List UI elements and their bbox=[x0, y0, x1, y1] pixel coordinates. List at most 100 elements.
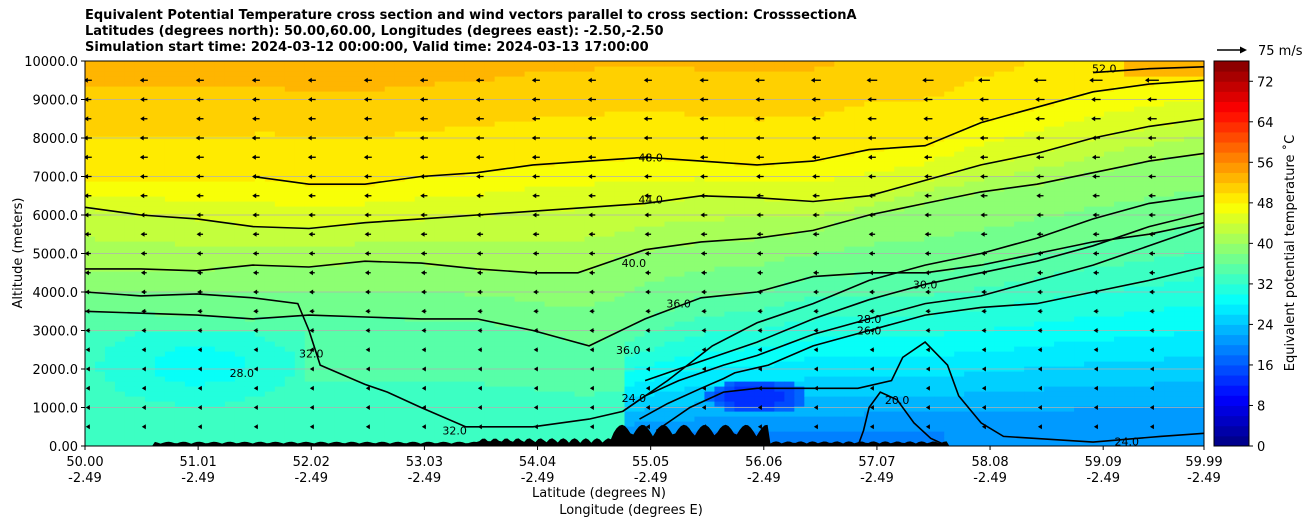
field-cell bbox=[654, 396, 666, 402]
field-cell bbox=[254, 286, 266, 292]
field-cell bbox=[534, 211, 546, 217]
field-cell bbox=[104, 141, 116, 147]
field-cell bbox=[174, 426, 186, 432]
field-cell bbox=[434, 126, 446, 132]
field-cell bbox=[504, 266, 516, 272]
field-cell bbox=[234, 351, 246, 357]
field-cell bbox=[534, 106, 546, 112]
field-cell bbox=[184, 121, 196, 127]
field-cell bbox=[184, 146, 196, 152]
field-cell bbox=[684, 266, 696, 272]
field-cell bbox=[214, 296, 226, 302]
field-cell bbox=[204, 176, 216, 182]
field-cell bbox=[604, 141, 616, 147]
field-cell bbox=[294, 316, 306, 322]
field-cell bbox=[294, 96, 306, 102]
field-cell bbox=[354, 201, 366, 207]
field-cell bbox=[264, 401, 276, 407]
field-cell bbox=[564, 101, 576, 107]
field-cell bbox=[494, 231, 506, 237]
field-cell bbox=[594, 71, 606, 77]
field-cell bbox=[574, 191, 586, 197]
field-cell bbox=[484, 426, 496, 432]
field-cell bbox=[314, 76, 326, 82]
field-cell bbox=[364, 101, 376, 107]
field-cell bbox=[434, 96, 446, 102]
field-cell bbox=[484, 291, 496, 297]
field-cell bbox=[694, 336, 706, 342]
field-cell bbox=[584, 166, 596, 172]
field-cell bbox=[244, 361, 256, 367]
field-cell bbox=[224, 266, 236, 272]
field-cell bbox=[424, 136, 436, 142]
field-cell bbox=[724, 416, 736, 422]
field-cell bbox=[554, 246, 566, 252]
field-cell bbox=[674, 336, 686, 342]
field-cell bbox=[444, 136, 456, 142]
field-cell bbox=[104, 166, 116, 172]
field-cell bbox=[144, 176, 156, 182]
field-cell bbox=[564, 401, 576, 407]
field-cell bbox=[144, 116, 156, 122]
field-cell bbox=[434, 76, 446, 82]
field-cell bbox=[514, 106, 526, 112]
field-cell bbox=[724, 406, 736, 412]
field-cell bbox=[354, 236, 366, 242]
field-cell bbox=[114, 356, 126, 362]
field-cell bbox=[574, 436, 586, 442]
field-cell bbox=[714, 416, 726, 422]
field-cell bbox=[564, 271, 576, 277]
field-cell bbox=[404, 396, 416, 402]
field-cell bbox=[634, 281, 646, 287]
field-cell bbox=[484, 391, 496, 397]
field-cell bbox=[224, 411, 236, 417]
field-cell bbox=[154, 66, 166, 72]
field-cell bbox=[414, 121, 426, 127]
field-cell bbox=[414, 111, 426, 117]
field-cell bbox=[194, 341, 206, 347]
field-cell bbox=[234, 131, 246, 137]
field-cell bbox=[564, 166, 576, 172]
field-cell bbox=[254, 201, 266, 207]
field-cell bbox=[404, 96, 416, 102]
field-cell bbox=[494, 326, 506, 332]
field-cell bbox=[344, 436, 356, 442]
field-cell bbox=[314, 301, 326, 307]
field-cell bbox=[264, 81, 276, 87]
field-cell bbox=[204, 401, 216, 407]
field-cell bbox=[234, 286, 246, 292]
field-cell bbox=[364, 276, 376, 282]
field-cell bbox=[434, 171, 446, 177]
field-cell bbox=[294, 396, 306, 402]
field-cell bbox=[354, 211, 366, 217]
field-cell bbox=[364, 86, 376, 92]
field-cell bbox=[604, 121, 616, 127]
field-cell bbox=[454, 86, 466, 92]
field-cell bbox=[254, 351, 266, 357]
field-cell bbox=[504, 131, 516, 137]
field-cell bbox=[244, 66, 256, 72]
field-cell bbox=[214, 336, 226, 342]
field-cell bbox=[694, 256, 706, 262]
field-cell bbox=[324, 156, 336, 162]
field-cell bbox=[354, 291, 366, 297]
field-cell bbox=[284, 271, 296, 277]
field-cell bbox=[404, 211, 416, 217]
field-cell bbox=[454, 321, 466, 327]
field-cell bbox=[694, 81, 706, 87]
field-cell bbox=[444, 126, 456, 132]
field-cell bbox=[354, 421, 366, 427]
field-cell bbox=[324, 401, 336, 407]
field-cell bbox=[724, 206, 736, 212]
field-cell bbox=[144, 101, 156, 107]
field-cell bbox=[694, 271, 706, 277]
field-cell bbox=[134, 436, 146, 442]
field-cell bbox=[494, 416, 506, 422]
field-cell bbox=[204, 226, 216, 232]
field-cell bbox=[694, 176, 706, 182]
field-cell bbox=[524, 291, 536, 297]
field-cell bbox=[314, 436, 326, 442]
field-cell bbox=[274, 411, 286, 417]
field-cell bbox=[544, 166, 556, 172]
field-cell bbox=[164, 66, 176, 72]
